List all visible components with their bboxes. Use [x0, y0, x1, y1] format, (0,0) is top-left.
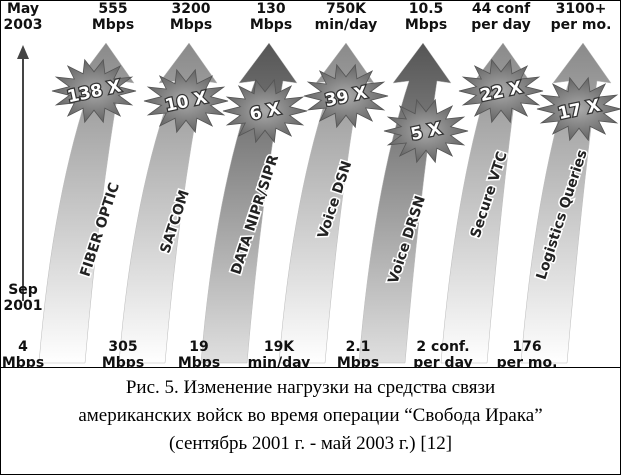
- top-value: per mo.: [551, 17, 612, 33]
- bottom-value: 305: [108, 339, 137, 355]
- bottom-value: Mbps: [102, 355, 144, 367]
- bottom-value: 19K: [264, 339, 295, 355]
- top-value: 10.5: [409, 1, 444, 17]
- caption-line: (сентябрь 2001 г. - май 2003 г.) [12]: [1, 430, 620, 458]
- bottom-value: per mo.: [497, 355, 558, 367]
- top-value: Mbps: [250, 17, 292, 33]
- top-value: 750K: [326, 1, 367, 17]
- top-value: Mbps: [405, 17, 447, 33]
- axis-bottom-label: 2001: [4, 298, 43, 314]
- time-axis-head: [17, 45, 29, 59]
- caption: Рис. 5. Изменение нагрузки на средства с…: [1, 367, 620, 474]
- bottom-value: 19: [189, 339, 208, 355]
- top-value: 3100+: [556, 1, 607, 17]
- bottom-value: 176: [512, 339, 541, 355]
- top-value: Mbps: [92, 17, 134, 33]
- top-value: per day: [471, 17, 530, 33]
- page: May2003Sep2001555Mbps4MbpsFIBER OPTIC138…: [0, 0, 621, 475]
- growth-arrow: [359, 43, 451, 363]
- caption-line: американских войск во время операции “Св…: [1, 402, 620, 430]
- top-value: 555: [98, 1, 127, 17]
- axis-bottom-label: Sep: [8, 282, 38, 298]
- bottom-value: 2 conf.: [416, 339, 469, 355]
- top-value: 130: [256, 1, 285, 17]
- bottom-value: Mbps: [178, 355, 220, 367]
- bottom-value: Mbps: [337, 355, 379, 367]
- top-value: 44 conf: [472, 1, 531, 17]
- bottom-value: per day: [413, 355, 472, 367]
- bottom-value: Mbps: [2, 355, 44, 367]
- axis-top-label: May: [7, 1, 39, 17]
- bottom-value: min/day: [248, 355, 311, 367]
- axis-top-label: 2003: [4, 17, 43, 33]
- bottom-value: 4: [18, 339, 28, 355]
- bottom-value: 2.1: [346, 339, 371, 355]
- top-value: min/day: [315, 17, 378, 33]
- top-value: Mbps: [170, 17, 212, 33]
- top-value: 3200: [172, 1, 211, 17]
- caption-line: Рис. 5. Изменение нагрузки на средства с…: [1, 374, 620, 402]
